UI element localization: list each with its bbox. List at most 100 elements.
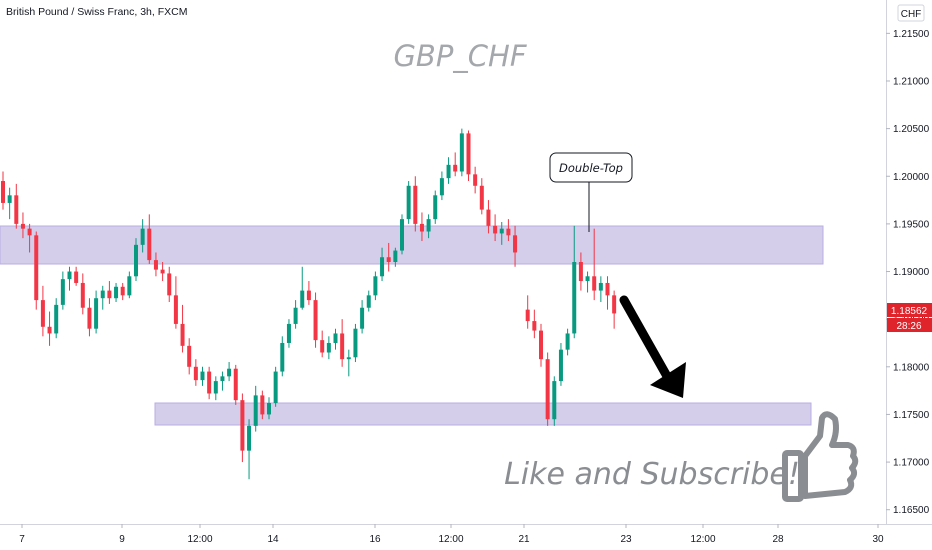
candle[interactable] [140,219,145,253]
double-top-callout-box[interactable] [549,152,633,183]
symbol-info[interactable]: British Pound / Swiss Franc, 3h, FXCM [6,6,187,18]
support-zone[interactable] [154,402,812,426]
candle[interactable] [466,130,471,182]
candle[interactable] [120,282,125,301]
candle[interactable] [173,276,178,329]
candle[interactable] [167,266,172,303]
candle[interactable] [127,271,132,299]
candle[interactable] [346,349,351,377]
candle[interactable] [393,247,398,267]
candle[interactable] [80,273,85,315]
candle[interactable] [213,376,218,401]
candle[interactable] [525,295,530,329]
candle[interactable] [320,330,325,358]
candle[interactable] [326,336,331,360]
candle[interactable] [60,271,65,310]
candle[interactable] [207,366,212,400]
candle[interactable] [153,252,158,277]
candle[interactable] [558,342,563,386]
candle[interactable] [605,276,610,310]
candle[interactable] [114,282,119,303]
candle[interactable] [413,176,418,232]
candle[interactable] [160,262,165,282]
candle[interactable] [373,271,378,301]
candle[interactable] [273,366,278,407]
candle[interactable] [306,281,311,305]
candle[interactable] [260,390,265,420]
candle[interactable] [499,221,504,245]
candle[interactable] [40,285,45,337]
candle[interactable] [240,393,245,463]
candle[interactable] [506,219,511,242]
candle[interactable] [479,178,484,215]
candle[interactable] [94,290,99,334]
candle[interactable] [280,336,285,377]
candle[interactable] [147,214,152,264]
candle[interactable] [486,200,491,234]
candle[interactable] [220,371,225,391]
candle[interactable] [27,223,32,253]
candle[interactable] [100,285,105,310]
candle[interactable] [200,366,205,386]
candle[interactable] [233,364,238,405]
down-arrow-icon[interactable] [619,295,686,398]
candle[interactable] [585,271,590,293]
candle[interactable] [247,419,252,480]
candle[interactable] [286,319,291,348]
candle[interactable] [459,128,464,177]
candle[interactable] [253,385,258,432]
candle[interactable] [578,252,583,291]
candle[interactable] [47,311,52,346]
candle[interactable] [493,214,498,242]
candle[interactable] [380,247,385,282]
candle[interactable] [14,183,19,229]
candle[interactable] [426,214,431,239]
candle[interactable] [134,238,138,282]
candle[interactable] [67,266,72,291]
candle[interactable] [386,242,391,272]
candle[interactable] [293,300,298,329]
candle[interactable] [300,266,305,310]
candle[interactable] [598,276,603,303]
candle[interactable] [353,323,358,363]
candle[interactable] [453,152,458,177]
candle[interactable] [333,328,338,350]
candle[interactable] [313,292,318,348]
candle[interactable] [267,397,271,420]
candle-body [47,326,52,334]
candle[interactable] [366,290,371,312]
candle[interactable] [565,328,570,356]
candle[interactable] [20,212,25,239]
candle[interactable] [340,319,345,367]
candle[interactable] [572,225,577,339]
candle[interactable] [612,290,617,329]
candle[interactable] [54,298,59,339]
candle[interactable] [473,166,478,194]
candle[interactable] [227,362,232,382]
candle[interactable] [87,298,92,337]
candle[interactable] [532,309,537,339]
candle[interactable] [406,181,411,224]
candle[interactable] [180,304,185,353]
candle[interactable] [539,323,543,367]
candle[interactable] [107,281,112,304]
candle[interactable] [433,190,438,224]
candle[interactable] [1,171,5,210]
candle[interactable] [419,212,424,242]
candle[interactable] [400,214,404,255]
resistance-zone[interactable] [0,225,824,265]
candle[interactable] [552,376,557,426]
candle[interactable] [187,338,192,375]
candle[interactable] [7,187,12,220]
candle[interactable] [592,228,597,301]
candle[interactable] [193,359,198,386]
candle[interactable] [513,225,518,267]
candle[interactable] [74,266,79,286]
candle[interactable] [439,171,444,201]
candle[interactable] [34,231,39,310]
candle[interactable] [360,300,365,334]
currency-box[interactable] [897,4,925,22]
candle[interactable] [446,157,451,184]
candle[interactable] [545,352,550,426]
